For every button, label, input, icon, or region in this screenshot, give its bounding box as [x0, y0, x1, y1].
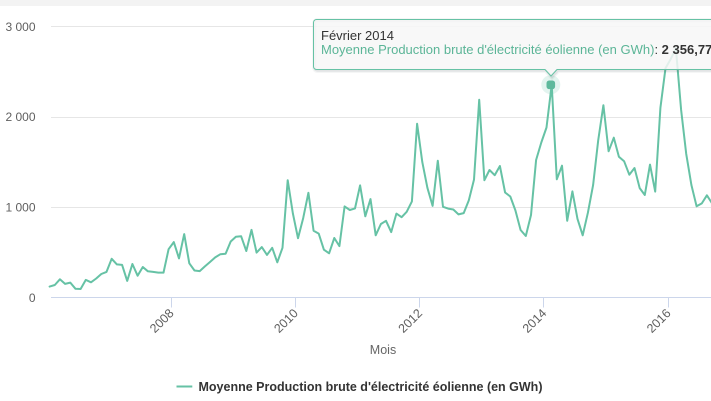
svg-text:Moyenne Production brute d'éle: Moyenne Production brute d'électricité é…	[199, 380, 543, 394]
svg-text:2016: 2016	[644, 306, 674, 336]
svg-text:2014: 2014	[520, 306, 550, 336]
svg-text:Moyenne Production brute d'éle: Moyenne Production brute d'électricité é…	[321, 42, 711, 57]
svg-text:Février 2014: Février 2014	[321, 28, 394, 43]
svg-text:0: 0	[29, 291, 36, 305]
svg-text:2010: 2010	[271, 306, 301, 336]
svg-text:2008: 2008	[147, 306, 177, 336]
svg-text:2 000: 2 000	[5, 110, 35, 124]
svg-text:3 000: 3 000	[5, 20, 35, 34]
svg-text:2012: 2012	[396, 306, 426, 336]
svg-text:Mois: Mois	[370, 343, 396, 357]
svg-text:1 000: 1 000	[5, 200, 35, 214]
